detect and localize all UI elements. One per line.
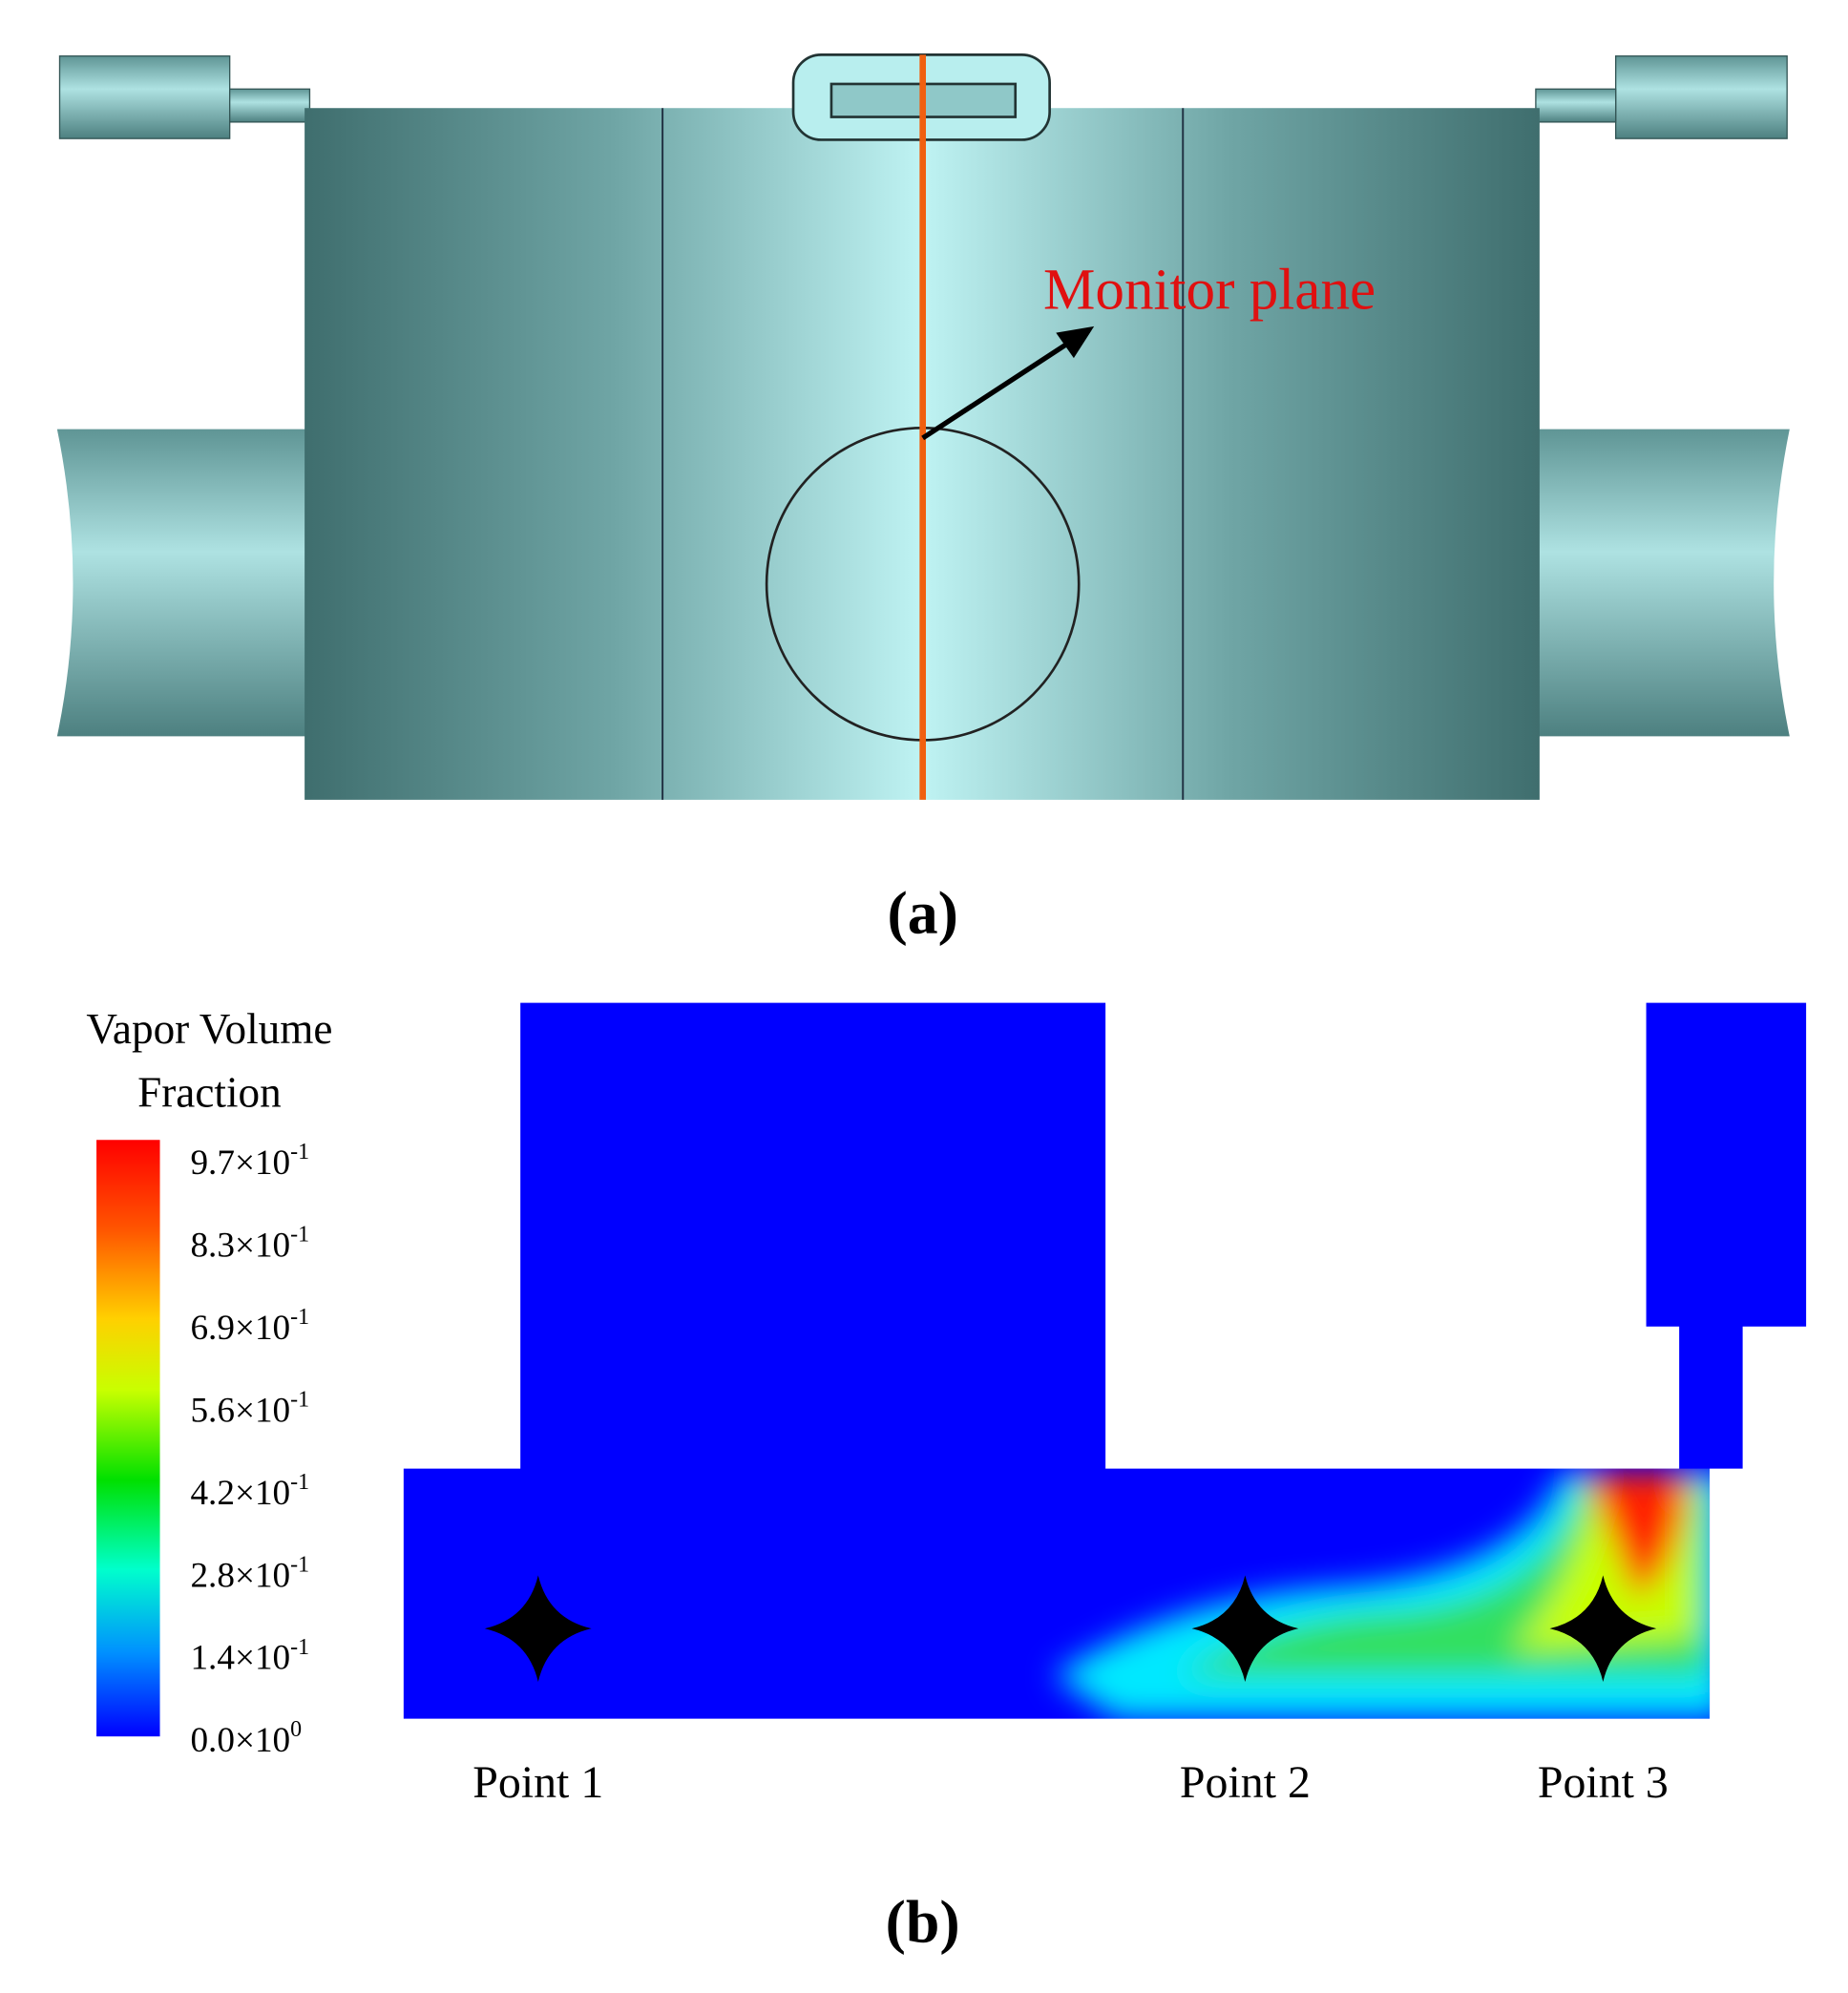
colorbar-label: 1.4×10-1 [190, 1635, 309, 1678]
label-exponent: -1 [290, 1470, 309, 1495]
label-base: 6.9×10 [190, 1309, 290, 1348]
label-base: 5.6×10 [190, 1391, 290, 1430]
colorbar-label: 8.3×10-1 [190, 1223, 309, 1266]
label-exponent: -1 [290, 1305, 309, 1330]
pipe [58, 55, 231, 139]
panel-b: Vapor Volume Fraction (b) [86, 1002, 1807, 1956]
label-exponent: -1 [290, 1387, 309, 1412]
point-marker [484, 1575, 592, 1683]
point-label: Point 3 [1538, 1757, 1669, 1808]
colorbar [96, 1140, 160, 1737]
label-base: 2.8×10 [190, 1556, 290, 1595]
label-exponent: 0 [290, 1717, 302, 1742]
label-exponent: -1 [290, 1140, 309, 1164]
colorbar-title: Vapor Volume [86, 1005, 332, 1053]
label-base: 1.4×10 [190, 1639, 290, 1678]
colorbar-label: 4.2×10-1 [190, 1470, 309, 1513]
colorbar-label: 5.6×10-1 [190, 1387, 309, 1430]
label-base: 4.2×10 [190, 1474, 290, 1513]
pipe [1615, 55, 1788, 139]
pipe [229, 88, 311, 123]
point-marker [1191, 1575, 1299, 1683]
panel-a: Monitor plane (a) [56, 53, 1790, 947]
domain [403, 1002, 1807, 1719]
label-base: 0.0×10 [190, 1721, 290, 1760]
colorbar-label: 0.0×100 [190, 1717, 302, 1760]
arrow [921, 338, 1075, 441]
colorbar-label: 9.7×10-1 [190, 1140, 309, 1183]
caption: (a) [887, 879, 957, 947]
label-exponent: -1 [290, 1552, 309, 1577]
colorbar-title: Fraction [137, 1069, 282, 1117]
colorbar-label: 6.9×10-1 [190, 1305, 309, 1348]
label-exponent: -1 [290, 1223, 309, 1248]
annotation: Monitor plane [1043, 257, 1376, 322]
label-exponent: -1 [290, 1635, 309, 1660]
arrow-head [1056, 325, 1095, 359]
colorbar-label: 2.8×10-1 [190, 1552, 309, 1595]
pipe [1535, 88, 1617, 123]
caption: (b) [886, 1888, 960, 1956]
pipe [56, 429, 327, 737]
label-base: 9.7×10 [190, 1143, 290, 1183]
point-label: Point 2 [1180, 1757, 1311, 1808]
point-marker [1549, 1575, 1657, 1683]
pipe [1520, 429, 1790, 737]
label-base: 8.3×10 [190, 1227, 290, 1266]
point-label: Point 1 [472, 1757, 603, 1808]
